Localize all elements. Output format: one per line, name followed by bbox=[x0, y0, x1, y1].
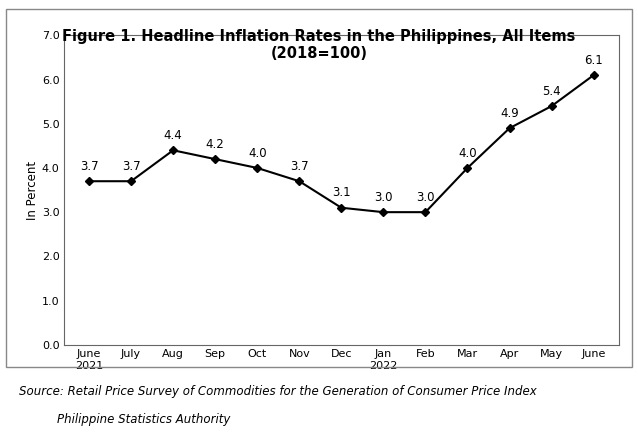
Text: 3.7: 3.7 bbox=[80, 160, 98, 173]
Text: 5.4: 5.4 bbox=[542, 85, 561, 98]
Text: 4.0: 4.0 bbox=[248, 147, 267, 160]
Text: 4.4: 4.4 bbox=[164, 129, 182, 142]
Text: 4.0: 4.0 bbox=[458, 147, 477, 160]
Text: Philippine Statistics Authority: Philippine Statistics Authority bbox=[57, 413, 231, 426]
Text: 4.9: 4.9 bbox=[500, 107, 519, 120]
Text: 3.0: 3.0 bbox=[416, 191, 434, 204]
Text: 4.2: 4.2 bbox=[206, 138, 225, 151]
Text: 6.1: 6.1 bbox=[584, 54, 603, 67]
Text: Source: Retail Price Survey of Commodities for the Generation of Consumer Price : Source: Retail Price Survey of Commoditi… bbox=[19, 385, 537, 397]
Y-axis label: In Percent: In Percent bbox=[26, 160, 39, 220]
Text: 3.0: 3.0 bbox=[374, 191, 392, 204]
Text: 3.7: 3.7 bbox=[290, 160, 309, 173]
Text: Figure 1. Headline Inflation Rates in the Philippines, All Items
(2018=100): Figure 1. Headline Inflation Rates in th… bbox=[63, 29, 575, 61]
Text: 3.7: 3.7 bbox=[122, 160, 140, 173]
Text: 3.1: 3.1 bbox=[332, 187, 351, 199]
